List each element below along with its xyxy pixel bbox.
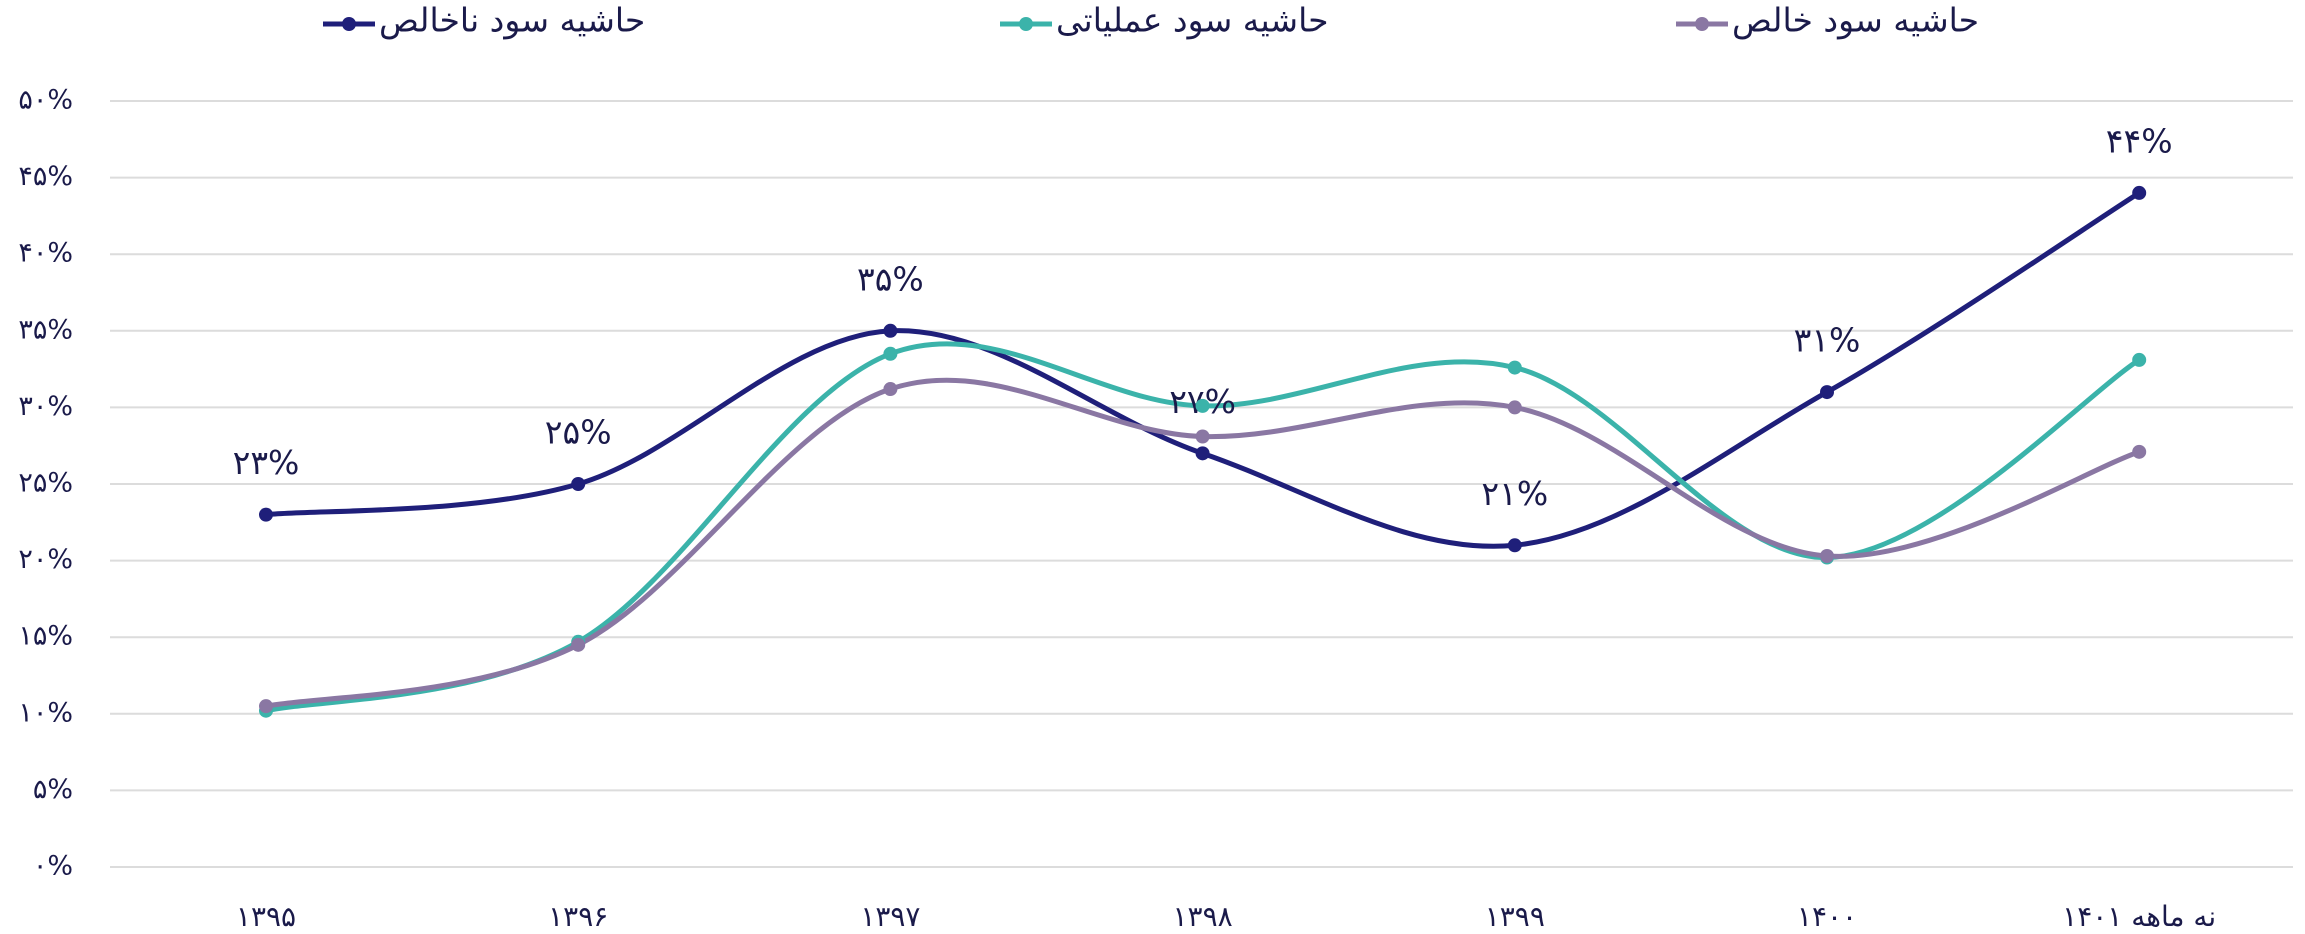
data-point	[883, 382, 898, 397]
x-tick-label: ۱۳۹۸	[1173, 900, 1233, 933]
y-tick-label: ۱۰%	[18, 697, 73, 728]
data-point	[571, 477, 586, 491]
series-line	[265, 190, 2141, 549]
data-point	[1507, 400, 1522, 415]
legend-marker	[1019, 17, 1033, 31]
data-point	[259, 699, 273, 714]
legend-label: حاشیه سود عملیاتی	[1056, 1, 1329, 40]
y-tick-label: ۵۰%	[18, 85, 73, 116]
data-point	[2132, 185, 2147, 200]
data-label: ۳۵%	[857, 259, 924, 298]
x-tick-label: ۱۳۹۹	[1485, 900, 1545, 933]
y-tick-label: ۰%	[33, 851, 73, 882]
x-tick-label: نه ماهه ۱۴۰۱	[2062, 900, 2216, 933]
x-tick-label: ۱۳۹۶	[548, 900, 608, 933]
y-tick-label: ۳۰%	[18, 391, 73, 422]
y-tick-label: ۳۵%	[18, 314, 73, 345]
data-point	[1507, 360, 1522, 375]
y-tick-label: ۲۵%	[18, 468, 73, 499]
data-label: ۴۴%	[2106, 121, 2173, 160]
y-tick-label: ۲۰%	[18, 544, 73, 575]
data-point	[259, 507, 273, 522]
x-tick-label: ۱۴۰۰	[1797, 900, 1857, 933]
data-point	[571, 637, 586, 652]
data-point	[883, 346, 898, 361]
data-point	[1195, 446, 1210, 461]
data-point	[1820, 385, 1834, 400]
data-point	[883, 323, 898, 338]
data-point	[1195, 429, 1210, 444]
data-point	[1507, 538, 1522, 553]
data-point	[2132, 444, 2147, 459]
y-tick-label: ۴۰%	[18, 238, 73, 269]
y-tick-label: ۱۵%	[18, 621, 73, 652]
data-label: ۲۱%	[1481, 474, 1548, 513]
data-label: ۲۳%	[233, 443, 300, 482]
x-tick-label: ۱۳۹۷	[860, 900, 920, 933]
legend-marker	[1695, 17, 1709, 31]
data-point	[1820, 549, 1834, 564]
x-tick-label: ۱۳۹۵	[236, 900, 296, 933]
data-point	[2132, 352, 2147, 367]
data-point	[1195, 398, 1210, 413]
legend-label: حاشیه سود خالص	[1732, 1, 1979, 41]
y-tick-label: ۴۵%	[18, 161, 73, 192]
data-label: ۳۱%	[1794, 321, 1861, 360]
legend-marker	[342, 17, 356, 31]
legend-label: حاشیه سود ناخالص	[379, 1, 645, 41]
data-label: ۲۵%	[545, 413, 612, 452]
y-tick-label: ۵%	[33, 774, 73, 805]
